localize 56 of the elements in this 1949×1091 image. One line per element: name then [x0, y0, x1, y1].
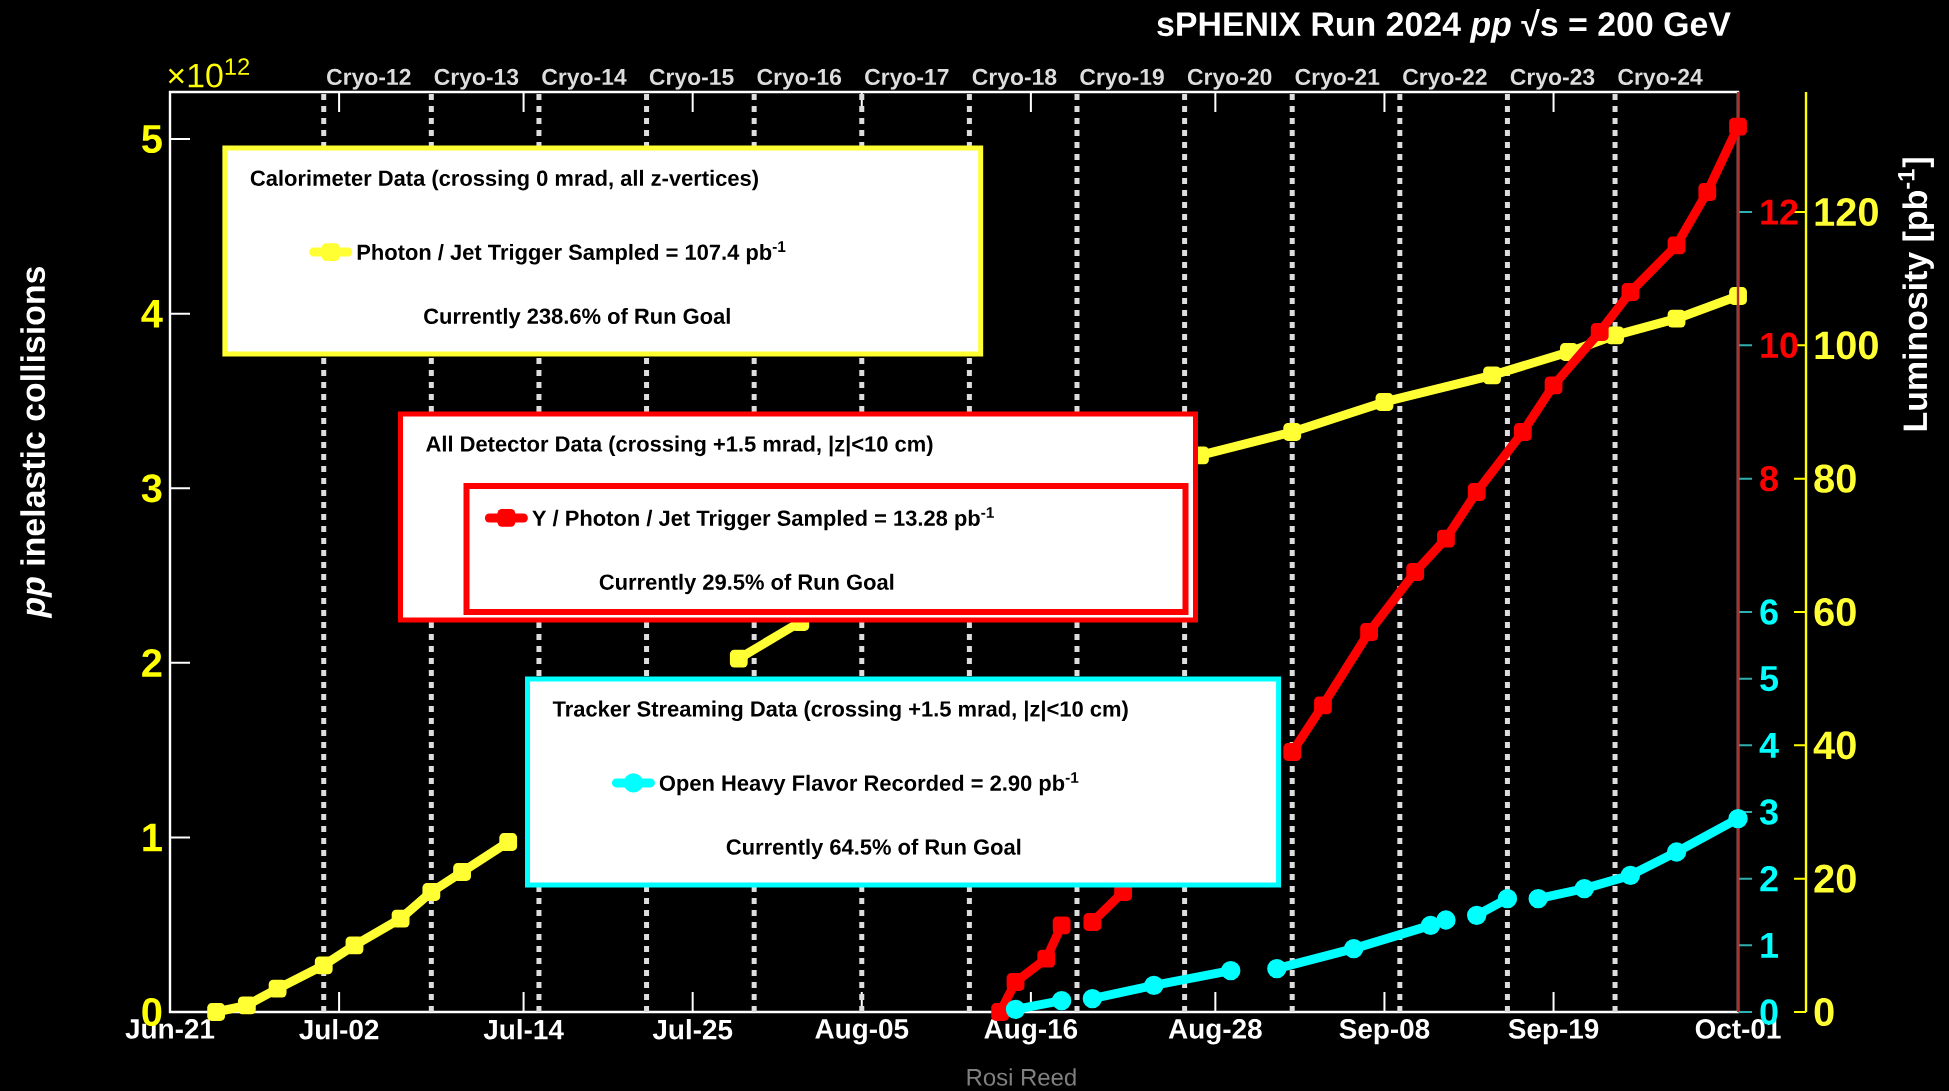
y2-tick-label: 40	[1813, 731, 1856, 760]
annotation: Currently 29.5% of Run Goal	[599, 573, 894, 595]
ref-line-label: Cryo-17	[865, 68, 949, 90]
x-tick-label: Sep-19	[1508, 1019, 1599, 1045]
annotation: Tracker Streaming Data (crossing +1.5 mrad, |z|<10 cm)	[552, 700, 1128, 722]
x-tick-label: Sep-08	[1339, 1019, 1430, 1045]
x-tick-label: Aug-28	[1168, 1019, 1262, 1045]
y3-tick-label: 10	[1761, 332, 1798, 359]
ref-line-label: Cryo-20	[1187, 68, 1272, 90]
y2-tick-label: 20	[1814, 864, 1856, 893]
ref-line-label: Cryo-16	[757, 68, 842, 90]
y3-tick-label: 4	[1759, 732, 1779, 758]
text: Rosi Reed	[967, 1068, 1076, 1086]
text: ×10$^{12}$	[168, 58, 250, 88]
annotation: Currently 238.6% of Run Goal	[424, 307, 730, 329]
y-tick-label: 2	[142, 648, 162, 677]
x-tick-label: Aug-05	[815, 1019, 909, 1045]
y3-tick-label: 1	[1761, 932, 1779, 958]
legend-label: Photon / Jet Trigger Sampled = 107.4 pb$^{-1}$	[357, 241, 786, 265]
annotation: Calorimeter Data (crossing 0 mrad, all z-vertices)	[250, 169, 758, 191]
y2-tick-label: 60	[1814, 597, 1856, 627]
y3-tick-label: 12	[1761, 199, 1798, 225]
y-tick-label: 3	[141, 474, 162, 503]
y2-axis-title: Luminosity [pb$^{-1}$]	[1898, 158, 1934, 431]
x-tick-label: Aug-16	[984, 1019, 1078, 1045]
y3-tick-label: 3	[1759, 799, 1778, 825]
y2-tick-label: 120	[1815, 197, 1878, 227]
y-tick-label: 5	[142, 125, 162, 154]
chart-title: sPHENIX Run 2024 pp √s = 200 GeV	[1157, 9, 1731, 43]
y2-tick-label: 100	[1815, 331, 1878, 360]
y3-tick-label: 2	[1760, 866, 1778, 892]
ref-line-label: Cryo-21	[1295, 68, 1380, 90]
legend-label: Open Heavy Flavor Recorded = 2.90 pb$^{-1}$	[659, 772, 1079, 796]
ref-line-label: Cryo-24	[1618, 68, 1703, 90]
y-tick-label: 1	[143, 823, 162, 852]
x-tick-label: Jul-25	[652, 1019, 733, 1040]
ref-line-label: Cryo-15	[649, 68, 734, 90]
ref-line-label: Cryo-19	[1080, 68, 1164, 90]
y3-tick-label: 6	[1760, 599, 1778, 625]
y-tick-label: 4	[141, 300, 163, 328]
y3-tick-label: 8	[1760, 465, 1778, 492]
ref-line-label: Cryo-14	[542, 68, 627, 90]
annotation: All Detector Data (crossing +1.5 mrad, |z|<10 cm)	[426, 435, 933, 457]
y-axis-title: pp inelastic collisions	[20, 267, 52, 619]
legend-label: Υ / Photon / Jet Trigger Sampled = 13.28 pb$^{-1}$	[532, 507, 994, 531]
y2-tick-label: 80	[1814, 464, 1856, 493]
ref-line-label: Cryo-22	[1403, 68, 1487, 90]
y3-tick-label: 5	[1760, 666, 1779, 692]
ref-line-label: Cryo-23	[1510, 68, 1595, 90]
x-tick-label: Jul-14	[483, 1019, 564, 1040]
y2-tick-label: 0	[1814, 997, 1834, 1027]
ref-line-label: Cryo-12	[327, 68, 411, 90]
ref-line-label: Cryo-18	[972, 68, 1057, 90]
annotation: Currently 64.5% of Run Goal	[726, 838, 1021, 860]
ref-line-label: Cryo-13	[434, 68, 519, 90]
x-tick-label: Jul-02	[299, 1019, 379, 1040]
